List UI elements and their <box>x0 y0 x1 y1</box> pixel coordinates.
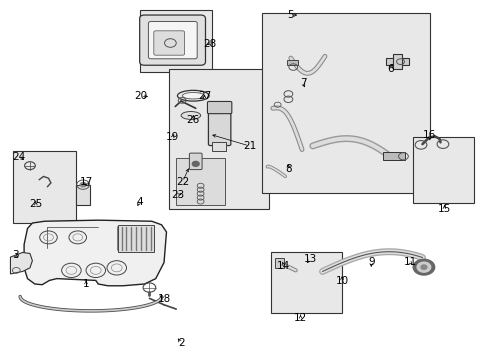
Text: 22: 22 <box>176 177 189 187</box>
Text: 9: 9 <box>367 257 374 267</box>
Bar <box>176 158 224 205</box>
Text: 28: 28 <box>203 39 217 49</box>
Ellipse shape <box>177 90 209 101</box>
Text: 10: 10 <box>335 276 348 286</box>
Text: 20: 20 <box>134 91 147 102</box>
Circle shape <box>192 161 199 166</box>
FancyBboxPatch shape <box>148 22 197 59</box>
Text: 21: 21 <box>242 141 256 151</box>
Text: 24: 24 <box>13 152 26 162</box>
FancyBboxPatch shape <box>207 102 231 114</box>
Bar <box>412 137 473 203</box>
Text: 18: 18 <box>157 294 170 304</box>
Text: 26: 26 <box>186 115 200 125</box>
Text: 23: 23 <box>171 190 184 200</box>
Ellipse shape <box>181 112 200 120</box>
Text: 12: 12 <box>293 313 306 323</box>
Bar <box>383 152 405 160</box>
Bar <box>76 185 90 205</box>
Polygon shape <box>24 220 166 286</box>
Circle shape <box>416 262 430 272</box>
Bar <box>140 10 211 72</box>
Text: 1: 1 <box>82 279 89 289</box>
Text: 15: 15 <box>437 204 450 214</box>
Bar <box>385 58 408 65</box>
FancyBboxPatch shape <box>208 111 230 145</box>
Circle shape <box>80 183 86 187</box>
Text: 17: 17 <box>79 177 92 187</box>
Text: 14: 14 <box>276 261 289 271</box>
Text: 3: 3 <box>12 250 19 260</box>
Bar <box>118 225 154 252</box>
Text: 8: 8 <box>285 164 291 174</box>
Text: 11: 11 <box>403 257 416 267</box>
Circle shape <box>412 259 434 275</box>
FancyBboxPatch shape <box>189 153 202 170</box>
Text: 7: 7 <box>299 78 305 88</box>
Bar <box>212 142 225 151</box>
Bar <box>274 258 283 268</box>
Text: 25: 25 <box>29 199 42 210</box>
Bar <box>271 252 341 313</box>
Bar <box>13 151 76 223</box>
Bar <box>392 54 402 69</box>
Text: 19: 19 <box>166 132 179 142</box>
Text: 13: 13 <box>303 254 316 264</box>
Circle shape <box>420 265 426 269</box>
Text: 6: 6 <box>386 64 393 74</box>
Text: 16: 16 <box>422 130 435 140</box>
Bar <box>168 69 268 209</box>
Text: 5: 5 <box>287 10 294 20</box>
Text: 27: 27 <box>198 91 211 102</box>
FancyBboxPatch shape <box>140 15 205 65</box>
Bar <box>287 60 298 65</box>
Text: 2: 2 <box>178 338 184 348</box>
Polygon shape <box>10 252 32 274</box>
Text: 4: 4 <box>136 197 142 207</box>
Ellipse shape <box>182 93 204 99</box>
Bar <box>261 13 429 193</box>
FancyBboxPatch shape <box>154 31 184 55</box>
